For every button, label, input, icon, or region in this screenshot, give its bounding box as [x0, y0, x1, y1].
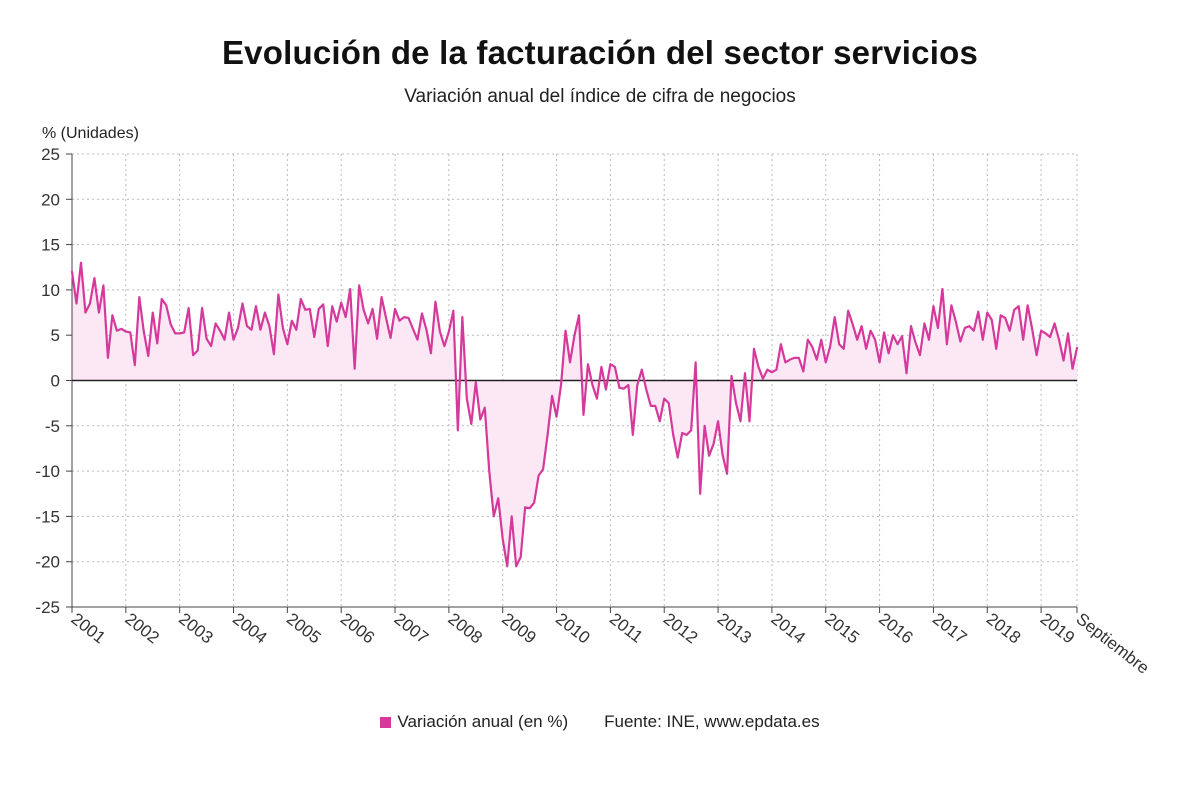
- area-fill: [72, 262, 1077, 567]
- y-axis-label: % (Unidades): [42, 125, 139, 142]
- x-tick-label: 2007: [391, 609, 433, 647]
- x-tick-label: 2006: [337, 609, 379, 647]
- y-tick-label: 5: [51, 326, 60, 345]
- legend-swatch: [380, 717, 392, 728]
- axes: [66, 153, 1078, 613]
- x-tick-label: 2016: [875, 609, 917, 647]
- x-tick-label: 2013: [714, 609, 756, 647]
- x-tick-label: 2012: [660, 609, 702, 647]
- y-tick-labels: 25 20 15 10 5 0 -5 -10 -15 -20 -25: [35, 145, 60, 617]
- x-tick-label: 2014: [767, 609, 809, 647]
- x-tick-label: 2015: [821, 609, 863, 647]
- x-tick-label: 2010: [552, 609, 594, 647]
- x-tick-label: 2009: [498, 609, 540, 647]
- series-line: [70, 261, 1079, 568]
- series-line-layer: [70, 261, 1079, 568]
- y-tick-label: -15: [35, 507, 60, 526]
- x-tick-label: 2017: [929, 609, 971, 647]
- chart-subtitle: Variación anual del índice de cifra de n…: [404, 86, 796, 107]
- x-tick-label: 2003: [175, 609, 217, 647]
- y-tick-label: 0: [51, 372, 60, 391]
- y-tick-label: 25: [41, 145, 60, 164]
- legend: Variación anual (en %) Fuente: INE, www.e…: [0, 712, 1200, 732]
- x-tick-label: 2008: [444, 609, 486, 647]
- x-tick-labels: 2001 2002 2003 2004 2005 2006 2007 2008 2009 2010…: [68, 609, 1153, 677]
- x-tick-label: 2001: [68, 609, 110, 647]
- x-tick-label: 2011: [606, 609, 647, 646]
- y-tick-label: 15: [41, 236, 60, 255]
- y-tick-label: -25: [35, 598, 60, 617]
- x-tick-label: 2005: [283, 609, 325, 647]
- x-tick-label: 2004: [229, 609, 271, 647]
- y-tick-label: -10: [35, 462, 60, 481]
- x-tick-label: 2018: [983, 609, 1025, 647]
- y-tick-label: 20: [41, 190, 60, 209]
- x-tick-label: 2002: [121, 609, 163, 647]
- y-tick-label: -20: [35, 553, 60, 572]
- y-tick-label: 10: [41, 281, 60, 300]
- legend-series-label: Variación anual (en %): [397, 712, 569, 731]
- source-note: Fuente: INE, www.epdata.es: [604, 712, 820, 731]
- y-tick-label: -5: [45, 417, 60, 436]
- x-tick-label: Septiembre: [1073, 609, 1153, 677]
- chart-title: Evolución de la facturación del sector s…: [221, 34, 979, 71]
- x-tick-label: 2019: [1037, 609, 1079, 647]
- series-area: [72, 262, 1077, 567]
